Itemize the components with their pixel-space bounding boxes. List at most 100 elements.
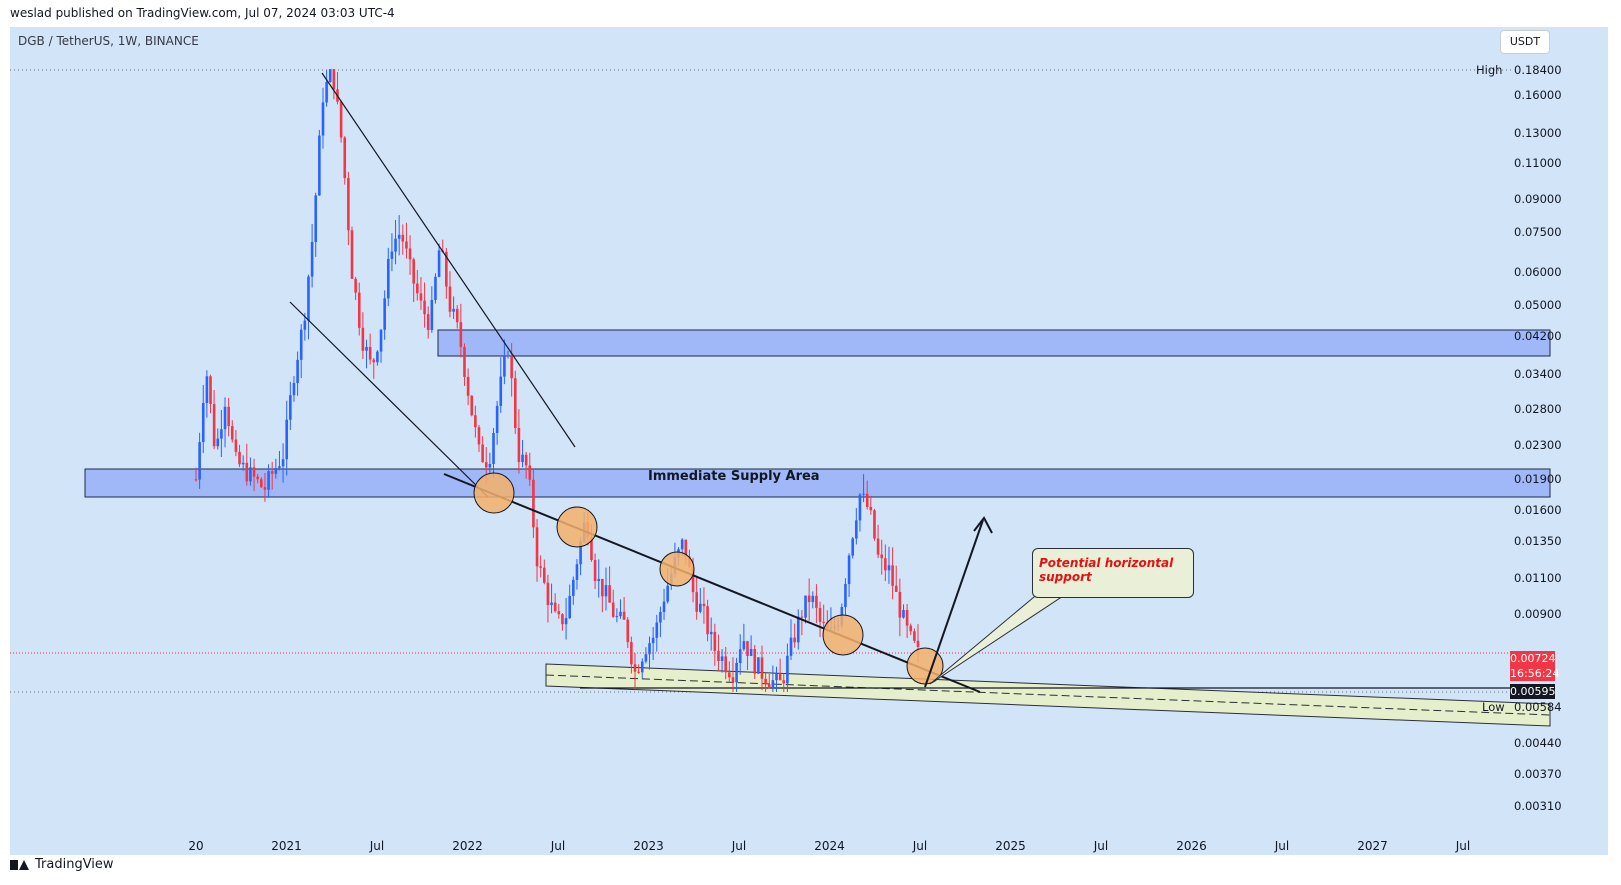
candle-body	[619, 611, 622, 617]
candle-body	[811, 595, 815, 603]
candle-body	[270, 471, 274, 474]
descending-resistance-line	[321, 72, 576, 448]
time-tick-label: Jul	[369, 839, 385, 853]
candle-body	[789, 637, 793, 656]
candle-body	[575, 564, 579, 580]
candle-body	[503, 356, 506, 377]
candle-body	[796, 616, 800, 643]
candle-body	[590, 537, 593, 561]
candle-body	[252, 467, 256, 477]
candle-body	[455, 308, 459, 323]
candle-body	[894, 585, 898, 592]
candle-body	[735, 662, 738, 683]
candle-body	[775, 673, 778, 681]
touch-circle-3	[659, 551, 695, 587]
candle-body	[767, 684, 771, 689]
price-tick-label: 0.00370	[1514, 767, 1562, 782]
candle-body	[299, 329, 303, 360]
candle-body	[873, 510, 876, 539]
time-tick-label: 2025	[995, 839, 1026, 853]
candle-body	[572, 579, 575, 596]
candle-body	[412, 259, 415, 284]
candle-body	[666, 585, 669, 602]
candle-body	[445, 251, 448, 287]
candle-body	[706, 606, 709, 635]
time-tick-label: Jul	[1274, 839, 1290, 853]
candle-body	[260, 479, 263, 488]
candle-body	[702, 603, 706, 607]
candle-body	[898, 591, 902, 618]
time-tick-label: 2026	[1176, 839, 1207, 853]
candle-body	[332, 69, 336, 90]
candle-body	[379, 329, 383, 352]
candle-body	[728, 672, 731, 678]
candle-body	[546, 582, 550, 606]
channel-lower-line	[289, 301, 489, 498]
candle-body	[731, 677, 735, 683]
candle-body	[648, 643, 651, 655]
candle-body	[474, 415, 477, 428]
candle-body	[528, 465, 532, 480]
currency-button[interactable]: USDT	[1500, 30, 1550, 54]
candle-body	[579, 541, 582, 565]
candle-body	[637, 671, 640, 673]
countdown-value: 16:56:24	[1510, 667, 1560, 680]
candle-body	[401, 234, 405, 242]
candle-body	[553, 602, 557, 612]
candle-body	[869, 506, 873, 511]
candle-body	[448, 286, 452, 312]
price-tick-label: 0.11000	[1514, 155, 1562, 170]
candle-body	[521, 454, 524, 463]
candle-body	[354, 278, 357, 293]
price-tick-label: 0.16000	[1514, 88, 1562, 103]
candle-body	[844, 584, 847, 608]
candle-body	[481, 444, 484, 463]
candle-body	[561, 614, 564, 625]
candle-body	[499, 376, 503, 406]
price-tick-label: 0.06000	[1514, 265, 1562, 280]
candle-body	[608, 585, 611, 603]
touch-circle-1	[473, 472, 515, 514]
candle-body	[423, 300, 426, 315]
candle-body	[597, 578, 601, 582]
candle-body	[245, 462, 249, 482]
candle-body	[325, 82, 328, 103]
candle-body	[307, 276, 310, 321]
candle-body	[855, 520, 858, 539]
candle-body	[198, 442, 201, 480]
time-tick-label: Jul	[912, 839, 928, 853]
candle-body	[622, 611, 626, 620]
candle-body	[227, 406, 230, 427]
time-tick-label: 2023	[633, 839, 664, 853]
symbol-title: DGB / TetherUS, 1W, BINANCE	[18, 34, 199, 48]
projection-arrow-line	[924, 519, 984, 688]
candle-body	[644, 654, 648, 662]
candle-body	[640, 661, 644, 673]
candle-body	[713, 631, 717, 651]
candle-body	[416, 283, 419, 294]
price-tick-label: 0.01600	[1514, 503, 1562, 518]
price-tick-label: 0.07500	[1514, 224, 1562, 239]
candle-body	[916, 640, 920, 647]
candle-body	[695, 592, 698, 612]
price-tick-label: 0.13000	[1514, 125, 1562, 140]
candle-body	[223, 406, 227, 430]
tradingview-logo-icon	[10, 858, 30, 872]
price-tick-label: 0.02800	[1514, 402, 1562, 417]
candle-body	[361, 327, 365, 351]
candle-body	[506, 355, 510, 357]
candle-body	[408, 248, 412, 260]
supply-area-label: Immediate Supply Area	[648, 469, 820, 484]
tradingview-logo[interactable]: TradingView	[10, 857, 114, 872]
candle-body	[659, 611, 662, 623]
low-label: Low	[1482, 700, 1505, 714]
candle-body	[241, 462, 245, 465]
candle-body	[858, 494, 862, 521]
candle-body	[452, 308, 455, 312]
published-by: weslad published on TradingView.com, Jul…	[10, 6, 395, 20]
current-price-tag: 0.00724 16:56:24	[1510, 651, 1560, 681]
candle-body	[655, 622, 659, 638]
candle-body	[281, 459, 285, 467]
candle-body	[771, 680, 775, 689]
